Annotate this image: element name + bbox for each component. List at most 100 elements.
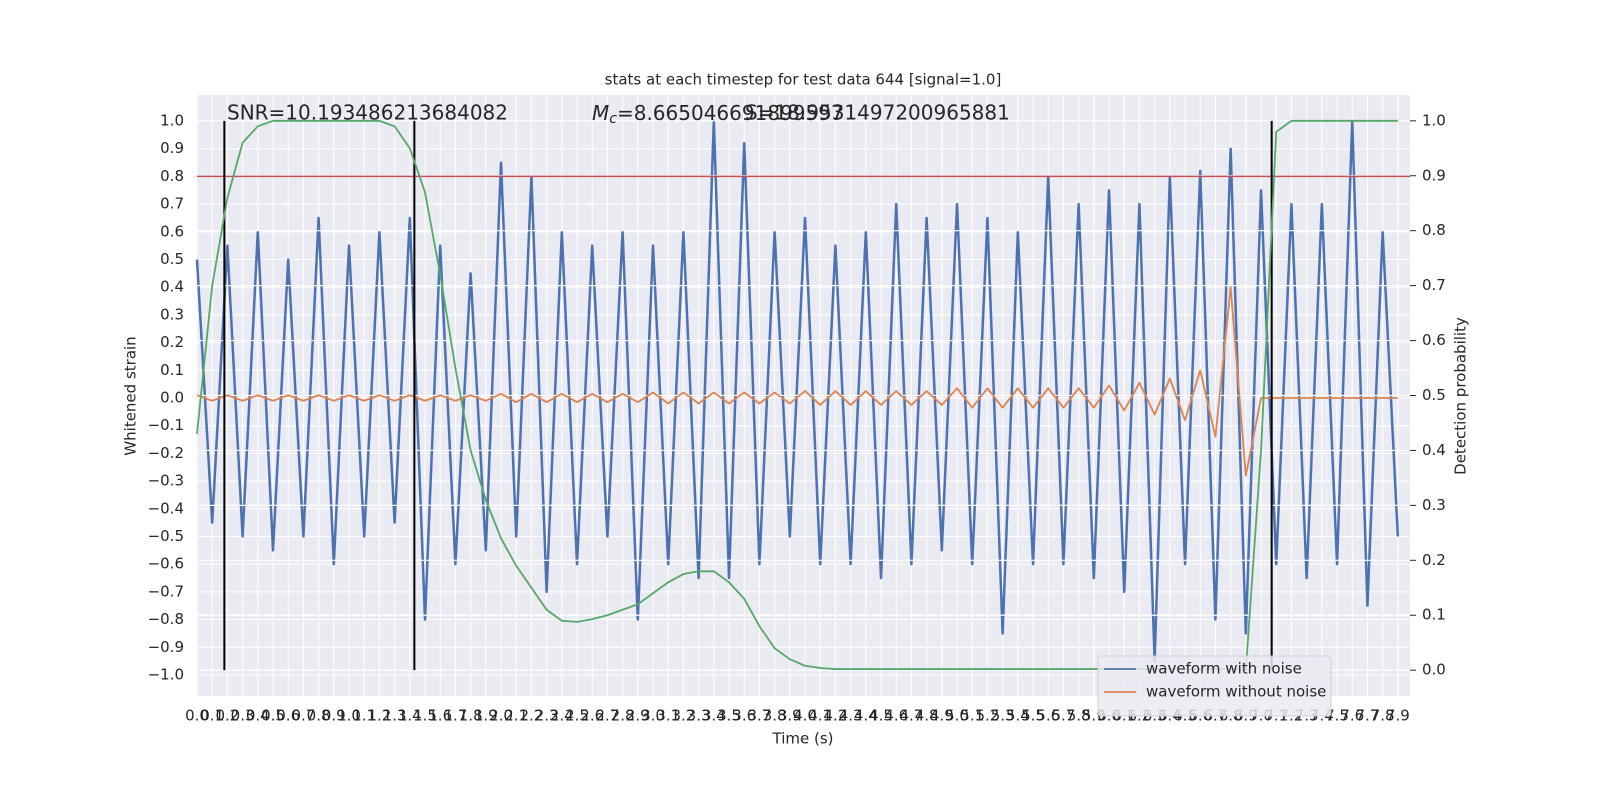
x-tick-label: 5.6 <box>1036 707 1060 725</box>
y2-tick-label: 0.6 <box>1422 331 1446 349</box>
x-tick-label: 1.4 <box>398 707 422 725</box>
legend-label: waveform with noise <box>1146 660 1302 678</box>
annotation: Mc=8.665046691899597 <box>592 101 844 128</box>
x-tick-label: 1.3 <box>383 707 407 725</box>
y-tick-label: 0.2 <box>160 333 184 351</box>
x-tick-label: 2.3 <box>535 707 559 725</box>
x-tick-label: 0.5 <box>261 707 285 725</box>
x-tick-label: 0.0 <box>185 707 209 725</box>
y-tick-label: −0.5 <box>148 527 184 545</box>
labels: 0.00.10.20.30.40.50.60.70.80.91.01.11.21… <box>148 111 1446 724</box>
x-tick-label: 3.8 <box>763 707 787 725</box>
y-tick-label: 0.6 <box>160 222 184 240</box>
y2-tick-label: 0.8 <box>1422 221 1446 239</box>
legend-box <box>1097 655 1332 717</box>
x-tick-label: 2.2 <box>519 707 543 725</box>
y2-tick-label: 0.0 <box>1422 661 1446 679</box>
y-tick-label: −0.6 <box>148 555 184 573</box>
y-tick-label: 0.4 <box>160 278 184 296</box>
x-tick-label: 3.4 <box>702 707 726 725</box>
y-tick-label: 1.0 <box>160 112 184 130</box>
x-tick-label: 2.1 <box>504 707 528 725</box>
x-tick-label: 0.6 <box>276 707 300 725</box>
x-tick-label: 5.2 <box>975 707 999 725</box>
x-tick-label: 2.5 <box>565 707 589 725</box>
x-tick-label: 4.3 <box>839 707 863 725</box>
y-tick-label: −0.9 <box>148 638 184 656</box>
x-tick-label: 3.3 <box>687 707 711 725</box>
x-tick-label: 3.2 <box>671 707 695 725</box>
x-tick-label: 2.9 <box>626 707 650 725</box>
x-tick-label: 4.5 <box>869 707 893 725</box>
y-tick-label: 0.0 <box>160 388 184 406</box>
annotation: SNR=10.193486213684082 <box>227 101 508 125</box>
y2-tick-label: 0.3 <box>1422 496 1446 514</box>
x-tick-label: 1.0 <box>337 707 361 725</box>
x-tick-label: 2.7 <box>595 707 619 725</box>
y-tick-label: −0.4 <box>148 499 184 517</box>
x-axis-label: Time (s) <box>772 730 834 748</box>
x-tick-label: 3.5 <box>717 707 741 725</box>
x-tick-label: 4.2 <box>823 707 847 725</box>
x-tick-label: 0.1 <box>200 707 224 725</box>
x-tick-label: 1.7 <box>443 707 467 725</box>
x-tick-label: 3.0 <box>641 707 665 725</box>
x-tick-label: 5.7 <box>1051 707 1075 725</box>
x-tick-label: 7.8 <box>1371 707 1395 725</box>
x-tick-label: 0.3 <box>231 707 255 725</box>
x-tick-label: 0.8 <box>307 707 331 725</box>
x-tick-label: 4.6 <box>884 707 908 725</box>
y2-tick-label: 0.1 <box>1422 606 1446 624</box>
y2-tick-label: 0.4 <box>1422 441 1446 459</box>
x-tick-label: 4.0 <box>793 707 817 725</box>
x-tick-label: 5.1 <box>960 707 984 725</box>
y-tick-label: −0.2 <box>148 444 184 462</box>
x-tick-label: 3.9 <box>778 707 802 725</box>
signal-layer <box>196 286 1398 477</box>
y-tick-label: −0.1 <box>148 416 184 434</box>
x-tick-label: 5.5 <box>1021 707 1045 725</box>
x-tick-label: 2.6 <box>580 707 604 725</box>
y-tick-label: −0.3 <box>148 472 184 490</box>
x-tick-label: 1.8 <box>459 707 483 725</box>
noise-layer <box>195 119 1400 663</box>
x-tick-label: 0.4 <box>246 707 270 725</box>
x-tick-label: 5.0 <box>945 707 969 725</box>
x-tick-label: 5.3 <box>991 707 1015 725</box>
y2-tick-label: 0.2 <box>1422 551 1446 569</box>
y-tick-label: −1.0 <box>148 665 184 683</box>
x-tick-label: 4.7 <box>899 707 923 725</box>
y2-tick-label: 0.7 <box>1422 276 1446 294</box>
x-tick-label: 3.6 <box>732 707 756 725</box>
annotation-subscript: c <box>609 111 617 127</box>
annotation-value: =8.665046691899597 <box>617 101 844 125</box>
y-tick-label: 0.7 <box>160 195 184 213</box>
y-tick-label: −0.8 <box>148 610 184 628</box>
x-tick-label: 4.8 <box>915 707 939 725</box>
x-tick-label: 1.1 <box>352 707 376 725</box>
x-tick-label: 3.1 <box>656 707 680 725</box>
y2-tick-label: 1.0 <box>1422 111 1446 129</box>
x-tick-label: 0.7 <box>291 707 315 725</box>
x-tick-label: 3.7 <box>747 707 771 725</box>
y2-tick-label: 0.9 <box>1422 166 1446 184</box>
annotation-symbol: M <box>592 101 609 125</box>
x-tick-label: 1.9 <box>474 707 498 725</box>
x-tick-label: 4.1 <box>808 707 832 725</box>
series-line <box>195 119 1400 663</box>
x-tick-label: 1.2 <box>367 707 391 725</box>
x-tick-label: 5.8 <box>1067 707 1091 725</box>
x-tick-label: 7.6 <box>1340 707 1364 725</box>
x-tick-label: 0.9 <box>322 707 346 725</box>
x-tick-label: 7.9 <box>1386 707 1410 725</box>
x-tick-label: 1.6 <box>428 707 452 725</box>
x-tick-label: 2.0 <box>489 707 513 725</box>
y-tick-label: 0.1 <box>160 361 184 379</box>
series-line <box>196 286 1398 477</box>
y-tick-label: 0.3 <box>160 305 184 323</box>
annotation: S=18.9531497200965881 <box>745 101 1010 125</box>
x-tick-label: 2.8 <box>611 707 635 725</box>
y-tick-label: −0.7 <box>148 582 184 600</box>
y2-axis-label: Detection probability <box>1452 317 1470 475</box>
